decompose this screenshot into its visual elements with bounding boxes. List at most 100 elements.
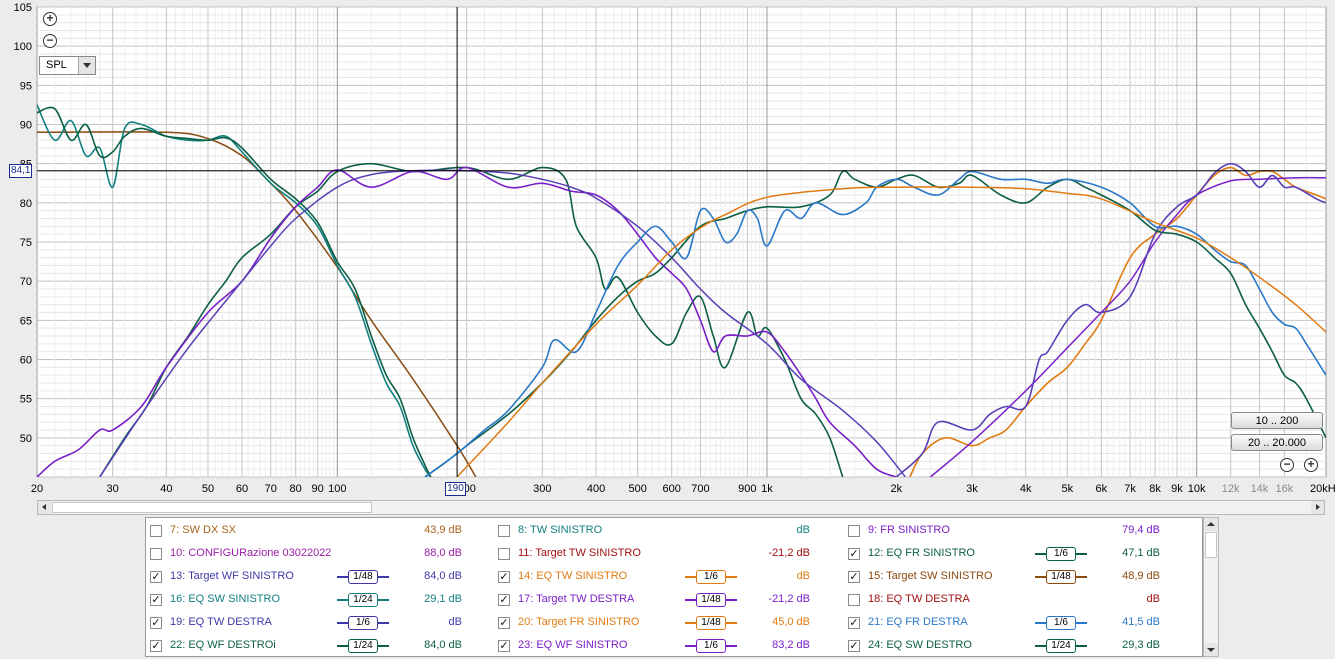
smoothing-label: 1/6: [1046, 547, 1076, 561]
visibility-checkbox[interactable]: ✓: [848, 640, 860, 652]
measurement-name: 9: FR SINISTRO: [868, 524, 950, 536]
horizontal-scroll-thumb[interactable]: [52, 502, 372, 513]
zoom-out-x-icon[interactable]: −: [1280, 458, 1294, 472]
measurement-type-select[interactable]: SPL: [39, 56, 96, 75]
series-line-target-fr-sinistro: [456, 186, 1326, 477]
legend-row[interactable]: ✓ 16: EQ SW SINISTRO 1/24 29,1 dB: [150, 591, 470, 611]
measurement-name: 10: CONFIGURazione 03022022: [170, 547, 332, 559]
visibility-checkbox[interactable]: ✓: [498, 640, 510, 652]
series-line-eq-wf-sinistro: [37, 166, 897, 477]
measurement-value: 29,1 dB: [424, 593, 462, 605]
x-tick-label: 14k: [1251, 483, 1269, 495]
measurement-value: -21,2 dB: [768, 593, 810, 605]
y-tick-label: 95: [20, 80, 32, 92]
legend-row[interactable]: ✓ 19: EQ TW DESTRA 1/6 dB: [150, 614, 470, 634]
measurement-name: 21: EQ FR DESTRA: [868, 616, 968, 628]
legend-row[interactable]: ✓ 21: EQ FR DESTRA 1/6 41,5 dB: [848, 614, 1168, 634]
measurement-value: 45,0 dB: [772, 616, 810, 628]
measurement-value: -21,2 dB: [768, 547, 810, 559]
legend-row[interactable]: ✓ 17: Target TW DESTRA 1/48 -21,2 dB: [498, 591, 818, 611]
visibility-checkbox[interactable]: ✓: [498, 594, 510, 606]
cursor-y-readout: 84,1: [9, 163, 33, 178]
chart-svg[interactable]: 5055606570758085909510010520304050607080…: [0, 0, 1335, 497]
visibility-checkbox[interactable]: [150, 548, 162, 560]
legend-row[interactable]: ✓ 24: EQ SW DESTRO 1/24 29,3 dB: [848, 637, 1168, 657]
zoom-in-x-icon[interactable]: +: [1304, 458, 1318, 472]
legend-row[interactable]: ✓ 20: Target FR SINISTRO 1/48 45,0 dB: [498, 614, 818, 634]
legend-row[interactable]: 10: CONFIGURazione 03022022 88,0 dB: [150, 545, 470, 565]
measurement-name: 17: Target TW DESTRA: [518, 593, 635, 605]
scroll-up-icon[interactable]: [1204, 518, 1218, 531]
y-tick-label: 55: [20, 394, 32, 406]
visibility-checkbox[interactable]: ✓: [150, 571, 162, 583]
range-10-200-button[interactable]: 10 .. 200: [1231, 412, 1323, 429]
frequency-response-chart[interactable]: 5055606570758085909510010520304050607080…: [0, 0, 1335, 497]
legend-row[interactable]: ✓ 12: EQ FR SINISTRO 1/6 47,1 dB: [848, 545, 1168, 565]
series-line-eq-sw-sinistro: [37, 104, 432, 477]
legend-row[interactable]: ✓ 13: Target WF SINISTRO 1/48 84,0 dB: [150, 568, 470, 588]
smoothing-label: 1/6: [696, 639, 726, 653]
y-tick-label: 70: [20, 276, 32, 288]
range-20-20000-button[interactable]: 20 .. 20.000: [1231, 434, 1323, 451]
scroll-left-icon[interactable]: [38, 501, 51, 514]
visibility-checkbox[interactable]: ✓: [848, 617, 860, 629]
legend-row[interactable]: 7: SW DX SX 43,9 dB: [150, 522, 470, 542]
smoothing-indicator[interactable]: 1/48: [337, 570, 389, 584]
x-tick-label: 400: [587, 483, 605, 495]
scroll-right-icon[interactable]: [1311, 501, 1324, 514]
measurement-name: 11: Target TW SINISTRO: [518, 547, 641, 559]
chevron-down-icon[interactable]: [78, 57, 95, 74]
legend-row[interactable]: 8: TW SINISTRO dB: [498, 522, 818, 542]
measurement-value: dB: [448, 616, 462, 628]
x-tick-label: 10k: [1188, 483, 1206, 495]
visibility-checkbox[interactable]: ✓: [848, 548, 860, 560]
legend-row[interactable]: 18: EQ TW DESTRA dB: [848, 591, 1168, 611]
visibility-checkbox[interactable]: ✓: [150, 617, 162, 629]
measurement-value: dB: [796, 570, 810, 582]
legend-row[interactable]: ✓ 22: EQ WF DESTROi 1/24 84,0 dB: [150, 637, 470, 657]
smoothing-label: 1/48: [348, 570, 378, 584]
visibility-checkbox[interactable]: [848, 525, 860, 537]
smoothing-indicator[interactable]: 1/48: [685, 616, 737, 630]
legend-vertical-scrollbar[interactable]: [1203, 517, 1219, 657]
legend-row[interactable]: ✓ 23: EQ WF SINISTRO 1/6 83,2 dB: [498, 637, 818, 657]
measurement-value: 83,2 dB: [772, 639, 810, 651]
horizontal-scrollbar[interactable]: [37, 500, 1325, 515]
x-tick-label: 7k: [1124, 483, 1136, 495]
vertical-scroll-thumb[interactable]: [1205, 532, 1217, 558]
scroll-down-icon[interactable]: [1204, 643, 1218, 656]
smoothing-indicator[interactable]: 1/6: [1035, 616, 1087, 630]
smoothing-indicator[interactable]: 1/6: [685, 639, 737, 653]
legend-row[interactable]: ✓ 15: Target SW SINISTRO 1/48 48,9 dB: [848, 568, 1168, 588]
visibility-checkbox[interactable]: ✓: [150, 594, 162, 606]
smoothing-indicator[interactable]: 1/6: [337, 616, 389, 630]
visibility-checkbox[interactable]: ✓: [150, 640, 162, 652]
zoom-in-y-icon[interactable]: +: [43, 12, 57, 26]
measurement-value: 43,9 dB: [424, 524, 462, 536]
x-tick-label: 9k: [1171, 483, 1183, 495]
smoothing-indicator[interactable]: 1/48: [1035, 570, 1087, 584]
smoothing-indicator[interactable]: 1/48: [685, 593, 737, 607]
legend-row[interactable]: ✓ 14: EQ TW SINISTRO 1/6 dB: [498, 568, 818, 588]
visibility-checkbox[interactable]: [848, 594, 860, 606]
smoothing-indicator[interactable]: 1/24: [337, 639, 389, 653]
measurement-name: 15: Target SW SINISTRO: [868, 570, 993, 582]
smoothing-indicator[interactable]: 1/24: [337, 593, 389, 607]
zoom-out-y-icon[interactable]: −: [43, 34, 57, 48]
visibility-checkbox[interactable]: ✓: [498, 617, 510, 629]
legend-row[interactable]: 9: FR SINISTRO 79,4 dB: [848, 522, 1168, 542]
visibility-checkbox[interactable]: ✓: [498, 571, 510, 583]
smoothing-indicator[interactable]: 1/6: [685, 570, 737, 584]
smoothing-label: 1/48: [696, 616, 726, 630]
visibility-checkbox[interactable]: [498, 525, 510, 537]
visibility-checkbox[interactable]: [498, 548, 510, 560]
measurement-value: 29,3 dB: [1122, 639, 1160, 651]
smoothing-label: 1/6: [696, 570, 726, 584]
smoothing-indicator[interactable]: 1/24: [1035, 639, 1087, 653]
legend-row[interactable]: 11: Target TW SINISTRO -21,2 dB: [498, 545, 818, 565]
visibility-checkbox[interactable]: ✓: [848, 571, 860, 583]
measurement-legend-panel: 7: SW DX SX 43,9 dB 10: CONFIGURazione 030…: [145, 517, 1203, 657]
x-tick-label: 12k: [1222, 483, 1240, 495]
smoothing-indicator[interactable]: 1/6: [1035, 547, 1087, 561]
visibility-checkbox[interactable]: [150, 525, 162, 537]
